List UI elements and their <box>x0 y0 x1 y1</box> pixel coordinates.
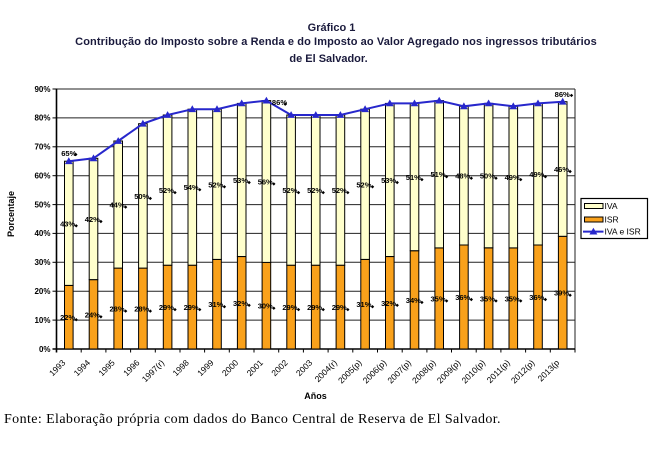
svg-text:52%: 52% <box>208 180 223 189</box>
svg-text:50%: 50% <box>134 192 149 201</box>
svg-text:2013(p: 2013(p <box>536 357 562 383</box>
svg-text:50%: 50% <box>34 200 50 209</box>
svg-text:35%: 35% <box>430 294 445 303</box>
svg-text:49%: 49% <box>505 173 520 182</box>
svg-text:49%: 49% <box>529 170 544 179</box>
svg-text:53%: 53% <box>233 176 248 185</box>
svg-text:36%: 36% <box>529 293 544 302</box>
svg-text:1996: 1996 <box>121 357 142 378</box>
svg-text:1997(r): 1997(r) <box>140 358 167 385</box>
svg-text:32%: 32% <box>381 299 396 308</box>
svg-text:20%: 20% <box>34 287 50 296</box>
svg-text:30%: 30% <box>34 258 50 267</box>
svg-text:46%: 46% <box>554 165 569 174</box>
svg-text:29%: 29% <box>184 303 199 312</box>
svg-text:2010(p): 2010(p) <box>459 358 487 386</box>
svg-text:IVA: IVA <box>605 201 618 211</box>
svg-text:36%: 36% <box>455 293 470 302</box>
svg-text:52%: 52% <box>282 186 297 195</box>
svg-text:39%: 39% <box>554 289 569 298</box>
svg-text:32%: 32% <box>233 299 248 308</box>
svg-text:30%: 30% <box>258 302 273 311</box>
svg-text:29%: 29% <box>159 303 174 312</box>
svg-text:52%: 52% <box>159 186 174 195</box>
svg-text:2003: 2003 <box>294 357 315 378</box>
svg-text:50%: 50% <box>480 172 495 181</box>
svg-text:52%: 52% <box>332 186 347 195</box>
svg-text:Años: Años <box>304 391 327 401</box>
svg-text:1999: 1999 <box>195 357 216 378</box>
svg-text:52%: 52% <box>356 180 371 189</box>
svg-text:31%: 31% <box>356 300 371 309</box>
svg-text:2011(p): 2011(p) <box>485 358 512 385</box>
svg-text:65%: 65% <box>61 149 76 158</box>
svg-text:51%: 51% <box>406 173 421 182</box>
svg-text:2001: 2001 <box>245 357 266 378</box>
svg-text:22%: 22% <box>60 313 75 322</box>
svg-text:1995: 1995 <box>96 357 117 378</box>
svg-text:Porcentaje: Porcentaje <box>6 191 16 237</box>
svg-text:42%: 42% <box>85 215 100 224</box>
svg-text:43%: 43% <box>60 219 75 228</box>
svg-text:53%: 53% <box>381 176 396 185</box>
svg-text:29%: 29% <box>307 303 322 312</box>
svg-text:2006(p): 2006(p) <box>361 358 389 386</box>
svg-text:60%: 60% <box>34 172 50 181</box>
svg-text:86%: 86% <box>272 98 287 107</box>
svg-text:2009(p): 2009(p) <box>435 358 463 386</box>
svg-text:90%: 90% <box>34 85 50 94</box>
svg-text:29%: 29% <box>332 303 347 312</box>
svg-text:28%: 28% <box>109 305 124 314</box>
svg-text:52%: 52% <box>307 186 322 195</box>
svg-text:2008(p): 2008(p) <box>410 358 438 386</box>
svg-text:40%: 40% <box>34 229 50 238</box>
svg-text:0%: 0% <box>39 345 51 354</box>
svg-text:2005(p): 2005(p) <box>336 358 364 386</box>
svg-text:10%: 10% <box>34 316 50 325</box>
svg-text:35%: 35% <box>480 294 495 303</box>
svg-text:24%: 24% <box>85 310 100 319</box>
svg-text:31%: 31% <box>208 300 223 309</box>
svg-text:1993: 1993 <box>47 357 68 378</box>
svg-text:70%: 70% <box>34 143 50 152</box>
svg-text:IVA e ISR: IVA e ISR <box>605 227 641 237</box>
svg-text:1998: 1998 <box>170 357 191 378</box>
svg-text:51%: 51% <box>430 170 445 179</box>
svg-text:2012(p): 2012(p) <box>509 358 537 386</box>
svg-text:2000: 2000 <box>220 357 241 378</box>
svg-text:1994: 1994 <box>72 357 93 378</box>
svg-text:29%: 29% <box>282 303 297 312</box>
svg-text:86%: 86% <box>555 90 570 99</box>
svg-text:48%: 48% <box>455 172 470 181</box>
svg-text:80%: 80% <box>34 114 50 123</box>
svg-text:34%: 34% <box>406 296 421 305</box>
svg-text:ISR: ISR <box>605 215 619 225</box>
svg-text:44%: 44% <box>109 201 124 210</box>
svg-text:54%: 54% <box>184 183 199 192</box>
svg-text:2002: 2002 <box>269 357 290 378</box>
svg-text:2007(p): 2007(p) <box>385 358 413 386</box>
svg-text:28%: 28% <box>134 305 149 314</box>
svg-text:35%: 35% <box>505 294 520 303</box>
svg-text:56%: 56% <box>258 177 273 186</box>
svg-text:2004(r): 2004(r) <box>313 358 340 385</box>
